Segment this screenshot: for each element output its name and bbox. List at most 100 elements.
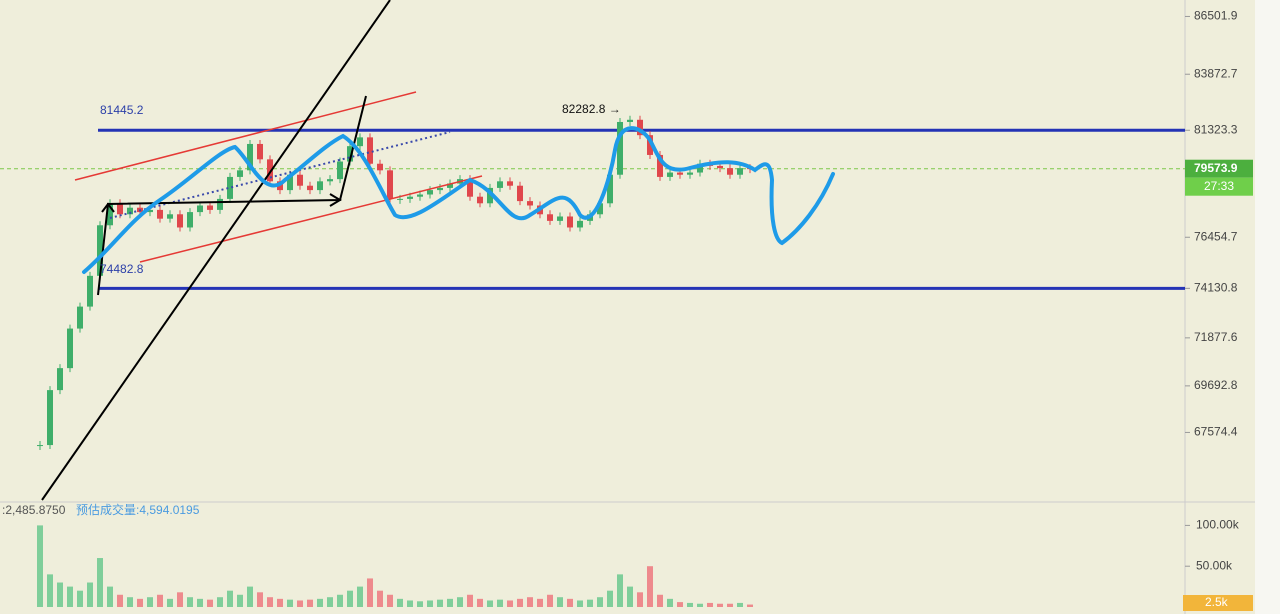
volume-bar — [237, 594, 243, 607]
price-axis: 86501.9 83872.7 81323.3 76454.7 74130.8 71877… — [1183, 9, 1253, 611]
volume-bar — [347, 590, 353, 607]
volume-bar — [77, 590, 83, 607]
candle — [237, 170, 243, 177]
volume-bar — [337, 594, 343, 607]
y-tick-label: 69692.8 — [1194, 378, 1238, 392]
candle — [517, 185, 523, 202]
volume-bar — [667, 598, 673, 607]
candle — [717, 165, 723, 169]
annotation: 74482.8 — [100, 262, 144, 276]
volume-bar — [87, 582, 93, 607]
volume-bar — [287, 599, 293, 607]
arrow-path — [97, 95, 367, 296]
y-tick-label: 86501.9 — [1194, 9, 1238, 23]
candle — [737, 168, 743, 175]
volume-bar — [157, 594, 163, 607]
volume-bar — [577, 600, 583, 607]
sidebar — [1255, 0, 1280, 614]
candle — [467, 179, 473, 197]
channel-line — [139, 175, 483, 263]
candle — [417, 194, 423, 197]
candle — [97, 225, 103, 276]
volume-bar — [587, 599, 593, 607]
volume-bar — [257, 592, 263, 607]
annotation: 82282.8 → — [562, 102, 621, 116]
volume-bar — [267, 597, 273, 607]
y-tick-label: 100.00k — [1196, 518, 1240, 532]
volume-bar — [517, 598, 523, 607]
volume-bar — [717, 603, 723, 607]
volume-bar — [57, 582, 63, 607]
arrow-head — [101, 202, 115, 213]
freehand-curve — [82, 126, 835, 274]
volume-bar — [247, 586, 253, 607]
volume-bar — [427, 600, 433, 607]
candle — [37, 445, 43, 447]
trend-line — [109, 131, 451, 219]
candle — [77, 306, 83, 329]
volume-bar — [547, 594, 553, 607]
trend-line — [41, 0, 391, 501]
volume-bar — [307, 599, 313, 607]
volume-estimate: 预估成交量:4,594.0195 — [76, 502, 200, 517]
candle — [577, 220, 583, 228]
annotation: 81445.2 — [100, 103, 144, 117]
volume-bar — [407, 600, 413, 607]
volume-bar — [647, 566, 653, 607]
volume-bar — [557, 597, 563, 607]
volume-bar — [537, 598, 543, 607]
volume-bar — [97, 558, 103, 607]
y-tick-label: 74130.8 — [1194, 281, 1238, 295]
volume-bar — [637, 592, 643, 607]
drawings — [41, 0, 835, 501]
candle — [157, 209, 163, 219]
volume-bar — [227, 590, 233, 607]
volume-bar — [177, 592, 183, 607]
volume-bar — [527, 597, 533, 607]
volume-bar — [147, 597, 153, 607]
y-tick-label: 76454.7 — [1194, 229, 1238, 243]
volume-bar — [67, 586, 73, 607]
candle — [447, 183, 453, 188]
candle — [617, 121, 623, 175]
candle — [217, 198, 223, 210]
volume-bar — [467, 594, 473, 607]
candle — [267, 159, 273, 182]
volume-bar — [697, 603, 703, 607]
volume-bar — [277, 598, 283, 607]
candle — [337, 161, 343, 180]
volume-bar — [447, 598, 453, 607]
candle — [597, 203, 603, 215]
volume-bar — [127, 597, 133, 607]
price-badge — [1185, 159, 1253, 178]
countdown: 27:33 — [1204, 179, 1234, 193]
volume-current: 2.5k — [1205, 595, 1229, 609]
candle — [57, 368, 63, 391]
volume-bar — [297, 600, 303, 607]
volume-bar — [137, 598, 143, 607]
volume-bar — [657, 594, 663, 607]
candle — [387, 170, 393, 199]
volume-bar — [167, 598, 173, 607]
volume-bar — [507, 600, 513, 607]
volume-bar — [687, 602, 693, 607]
candle — [487, 187, 493, 204]
candle — [477, 196, 483, 204]
y-tick-label: 81323.3 — [1194, 122, 1238, 136]
candle — [297, 174, 303, 186]
volume-bar — [437, 599, 443, 607]
candle — [167, 214, 173, 219]
candle — [637, 119, 643, 136]
candle — [547, 214, 553, 221]
candle — [657, 154, 663, 177]
volume-bar — [397, 598, 403, 607]
volume-bar — [217, 597, 223, 607]
candle — [47, 390, 53, 446]
candle — [347, 146, 353, 162]
volume-bar — [417, 601, 423, 607]
price-pane — [0, 115, 1185, 607]
volume-bar — [627, 586, 633, 607]
candle — [187, 212, 193, 228]
volume-bar — [727, 603, 733, 607]
